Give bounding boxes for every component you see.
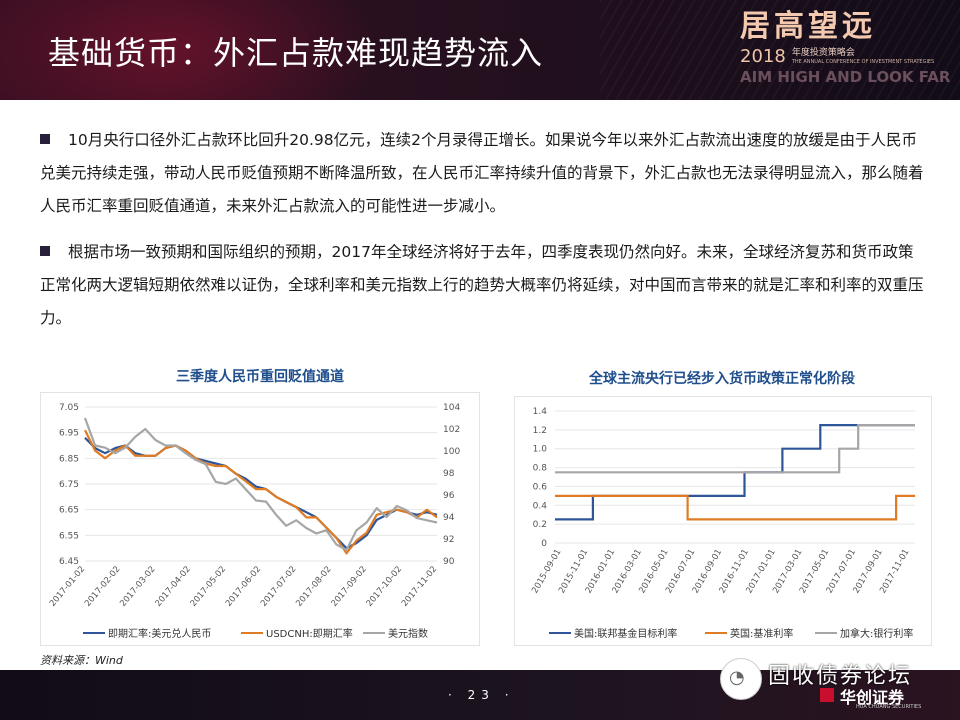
chart2-ytick: 0.4: [533, 501, 548, 511]
chart1-legend-1: 即期汇率:美元兑人民币: [83, 625, 211, 640]
chart2-legend-2: 英国:基准利率: [705, 625, 793, 640]
slide-footer: [0, 670, 960, 720]
paragraph-1: 10月央行口径外汇占款环比回升20.98亿元，连续2个月录得正增长。如果说今年以…: [40, 124, 924, 223]
paragraph-2-text: 根据市场一致预期和国际组织的预期，2017年全球经济将好于去年，四季度表现仍然向…: [40, 243, 924, 327]
chart1-ytick-right: 90: [443, 557, 455, 567]
brand-year: 2018: [740, 46, 786, 67]
chart1-title: 三季度人民币重回贬值通道: [176, 369, 344, 385]
brand-tagline: AIM HIGH AND LOOK FAR: [740, 68, 951, 86]
chart1-ytick-left: 6.65: [59, 506, 79, 516]
wechat-icon: ◔: [720, 658, 762, 700]
watermark: 固收债券论坛: [768, 664, 913, 689]
chart1-ytick-right: 104: [443, 403, 460, 413]
chart1-ytick-left: 7.05: [59, 403, 79, 413]
brand-subtitle-zh: 年度投资策略会: [791, 47, 855, 58]
conference-brand: 居高望远 2018 年度投资策略会 THE ANNUAL CONFERENCE …: [740, 9, 951, 87]
chart1-xtick: 2017-11-02: [400, 565, 439, 609]
chart2-ytick: 0.2: [533, 520, 547, 530]
chart2-ytick: 0.8: [533, 464, 548, 474]
chart1-ytick-left: 6.55: [59, 531, 79, 541]
data-source: 资料来源：Wind: [40, 654, 123, 667]
brand-subtitle-en: THE ANNUAL CONFERENCE OF INVESTMENT STRA…: [791, 58, 935, 65]
chart1-ytick-right: 96: [443, 491, 455, 501]
bullet-square-icon: [40, 246, 50, 256]
company-logo-en: HUA CHUANG SECURITIES: [856, 704, 922, 710]
chart1-xtick: 2017-05-02: [189, 565, 228, 609]
chart1-legend-2: USDCNH:即期汇率: [241, 625, 353, 640]
chart1-series-2: [84, 429, 438, 555]
chart1-ytick-left: 6.95: [59, 429, 79, 439]
chart1-ytick-right: 102: [443, 425, 460, 435]
paragraph-1-text: 10月央行口径外汇占款环比回升20.98亿元，连续2个月录得正增长。如果说今年以…: [40, 131, 924, 215]
chart1-xtick: 2017-06-02: [224, 565, 263, 609]
chart1-svg: 6.45 6.55 6.65 6.75 6.85 6.95 7.05 90 92 94 96 98 10…: [48, 403, 461, 609]
chart1-xtick: 2017-03-02: [118, 565, 157, 609]
bullet-square-icon: [40, 134, 50, 144]
page-number: · 23 ·: [448, 688, 515, 702]
paragraph-2: 根据市场一致预期和国际组织的预期，2017年全球经济将好于去年，四季度表现仍然向…: [40, 236, 924, 335]
header-glow: [0, 0, 380, 100]
chart2-ytick: 1.0: [533, 445, 548, 455]
chart1-xtick: 2017-01-02: [48, 565, 87, 609]
chart1-ytick-right: 94: [443, 513, 455, 523]
chart1-xtick: 2017-02-02: [83, 565, 122, 609]
company-logo-icon: [820, 688, 834, 702]
chart2-series-3: [555, 424, 915, 474]
chart2-panel: 0 0.2 0.4 0.6 0.8 1.0 1.2 1.4 2015-09-01 2015-11-…: [514, 396, 932, 646]
chart1-series-1: [84, 437, 438, 550]
brand-main: 居高望远: [740, 9, 876, 44]
chart1-ytick-right: 92: [443, 535, 454, 545]
chart2-legend-3: 加拿大:银行利率: [815, 625, 913, 640]
chart2-series-2: [555, 494, 915, 521]
chart1-xtick: 2017-10-02: [365, 565, 404, 609]
chart2-svg: 00.20.40.60.81.01.21.42015-09-012015-11-…: [530, 407, 915, 595]
chart1-xtick: 2017-07-02: [259, 565, 298, 609]
chart1-ytick-left: 6.85: [59, 454, 79, 464]
chart2-ytick: 0.6: [533, 482, 548, 492]
chart2-title: 全球主流央行已经步入货币政策正常化阶段: [589, 371, 855, 387]
slide-header: 基础货币：外汇占款难现趋势流入 居高望远 2018 年度投资策略会 THE AN…: [0, 0, 960, 100]
chart1-ytick-left: 6.75: [59, 480, 79, 490]
chart1-series-3: [83, 417, 438, 552]
company-logo-text: 华创证券: [840, 688, 905, 707]
chart2-legend-1: 美国:联邦基金目标利率: [549, 625, 677, 640]
chart2-ytick: 1.2: [533, 426, 547, 436]
chart1-xtick: 2017-09-02: [329, 565, 368, 609]
chart1-ytick-right: 100: [443, 447, 460, 457]
chart1-xtick: 2017-04-02: [153, 565, 192, 609]
slide-title: 基础货币：外汇占款难现趋势流入: [48, 34, 544, 72]
header-texture: [600, 0, 960, 100]
chart1-legend-3: 美元指数: [363, 625, 428, 640]
chart1-ytick-right: 98: [443, 469, 455, 479]
chart1-panel: 6.45 6.55 6.65 6.75 6.85 6.95 7.05 90 92 94 96 98 10…: [40, 392, 480, 646]
chart1-xtick: 2017-08-02: [294, 565, 333, 609]
chart2-ytick: 0: [541, 539, 547, 549]
chart1-ytick-left: 6.45: [59, 557, 79, 567]
chart2-ytick: 1.4: [533, 407, 548, 417]
